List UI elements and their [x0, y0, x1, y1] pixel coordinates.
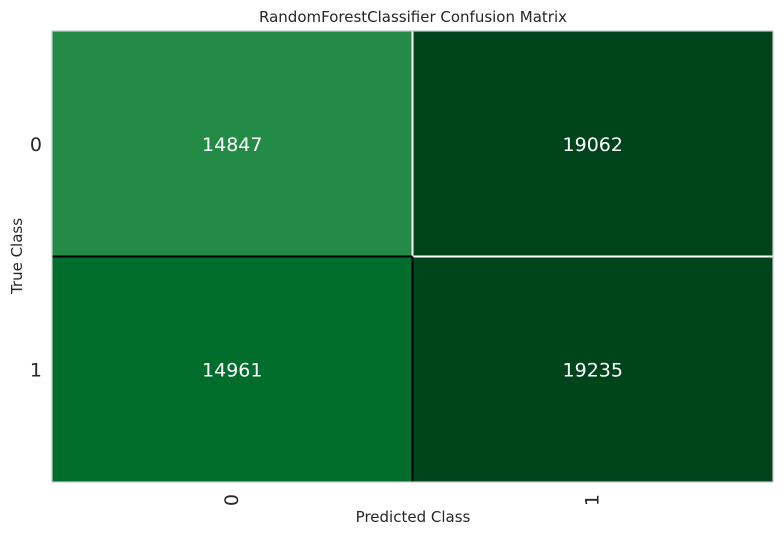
heatmap-cell-r0-c1: [412, 31, 773, 257]
plot-frame: [51, 30, 774, 483]
y-tick-label-0: 0: [30, 134, 42, 156]
heatmap-cells: [52, 31, 773, 482]
cell-value-r1-c0: 14961: [202, 359, 262, 381]
x-tick-label-1: 1: [581, 494, 603, 506]
y-tick-label-1: 1: [30, 359, 42, 381]
chart-title: RandomForestClassifier Confusion Matrix: [259, 8, 567, 26]
heatmap-cell-r1-c0: [52, 256, 413, 482]
cell-value-r0-c0: 14847: [202, 134, 262, 156]
y-axis-ticks: 01: [30, 134, 42, 382]
cell-value-r0-c1: 19062: [563, 134, 623, 156]
heatmap-cell-r0-c0: [52, 31, 413, 257]
cell-value-r1-c1: 19235: [563, 359, 623, 381]
y-axis-label: True Class: [8, 218, 26, 295]
heatmap-cell-labels: 14847 19062 14961 19235: [202, 134, 623, 382]
x-axis-label: Predicted Class: [356, 508, 471, 526]
heatmap-cell-r1-c1: [412, 256, 773, 482]
x-tick-label-0: 0: [221, 494, 243, 506]
